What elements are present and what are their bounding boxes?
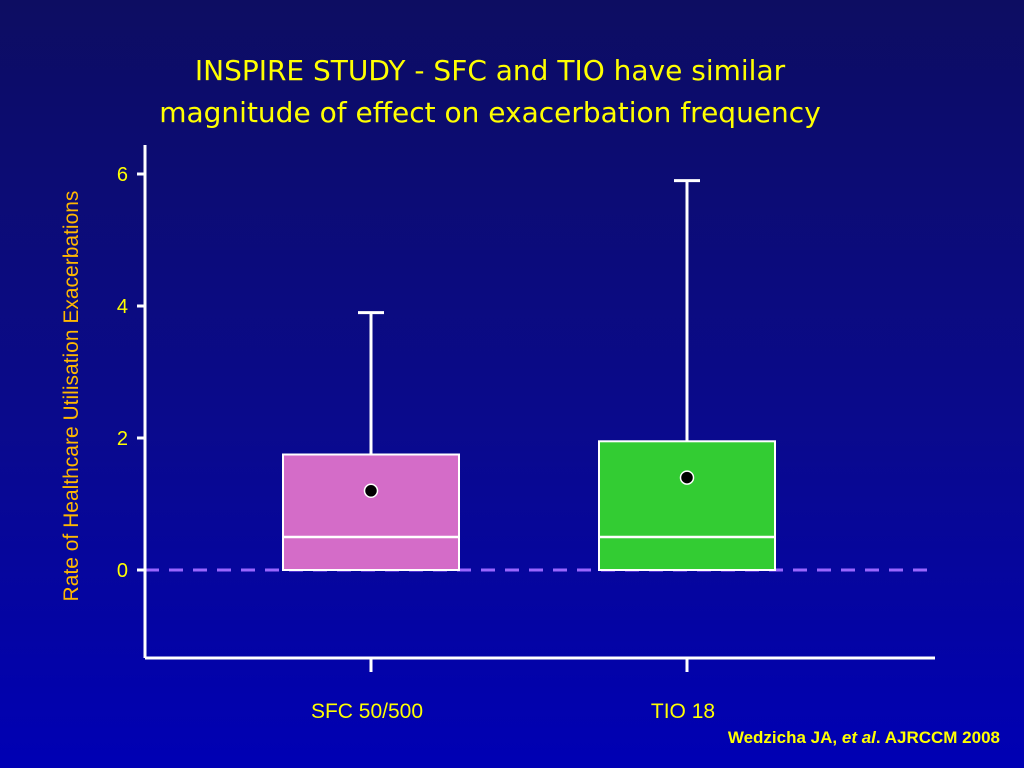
y-tick-label-4: 4 xyxy=(117,296,128,318)
box-sfc-50-500 xyxy=(282,453,460,571)
citation: Wedzicha JA, et al. AJRCCM 2008 xyxy=(728,728,1000,748)
mean-marker-tio-18 xyxy=(679,470,695,485)
slide-title: INSPIRE STUDY - SFC and TIO have similar… xyxy=(60,50,920,134)
citation-journal: . AJRCCM 2008 xyxy=(875,728,1000,747)
x-tick-label-tio-18: TIO 18 xyxy=(651,700,715,723)
title-line-2: magnitude of effect on exacerbation freq… xyxy=(159,96,821,129)
x-tick-label-sfc-50-500: SFC 50/500 xyxy=(311,700,423,723)
y-tick-label-2: 2 xyxy=(117,428,128,450)
citation-etal: et al xyxy=(841,728,876,747)
mean-marker-sfc-50-500 xyxy=(363,483,379,499)
citation-authors: Wedzicha JA, xyxy=(727,728,838,747)
y-tick-label-6: 6 xyxy=(117,164,128,186)
title-line-1: INSPIRE STUDY - SFC and TIO have similar xyxy=(194,54,786,87)
y-axis-label: Rate of Healthcare Utilisation Exacerbat… xyxy=(60,191,83,602)
y-tick-label-0: 0 xyxy=(117,560,128,582)
box-tio-18 xyxy=(598,440,776,571)
